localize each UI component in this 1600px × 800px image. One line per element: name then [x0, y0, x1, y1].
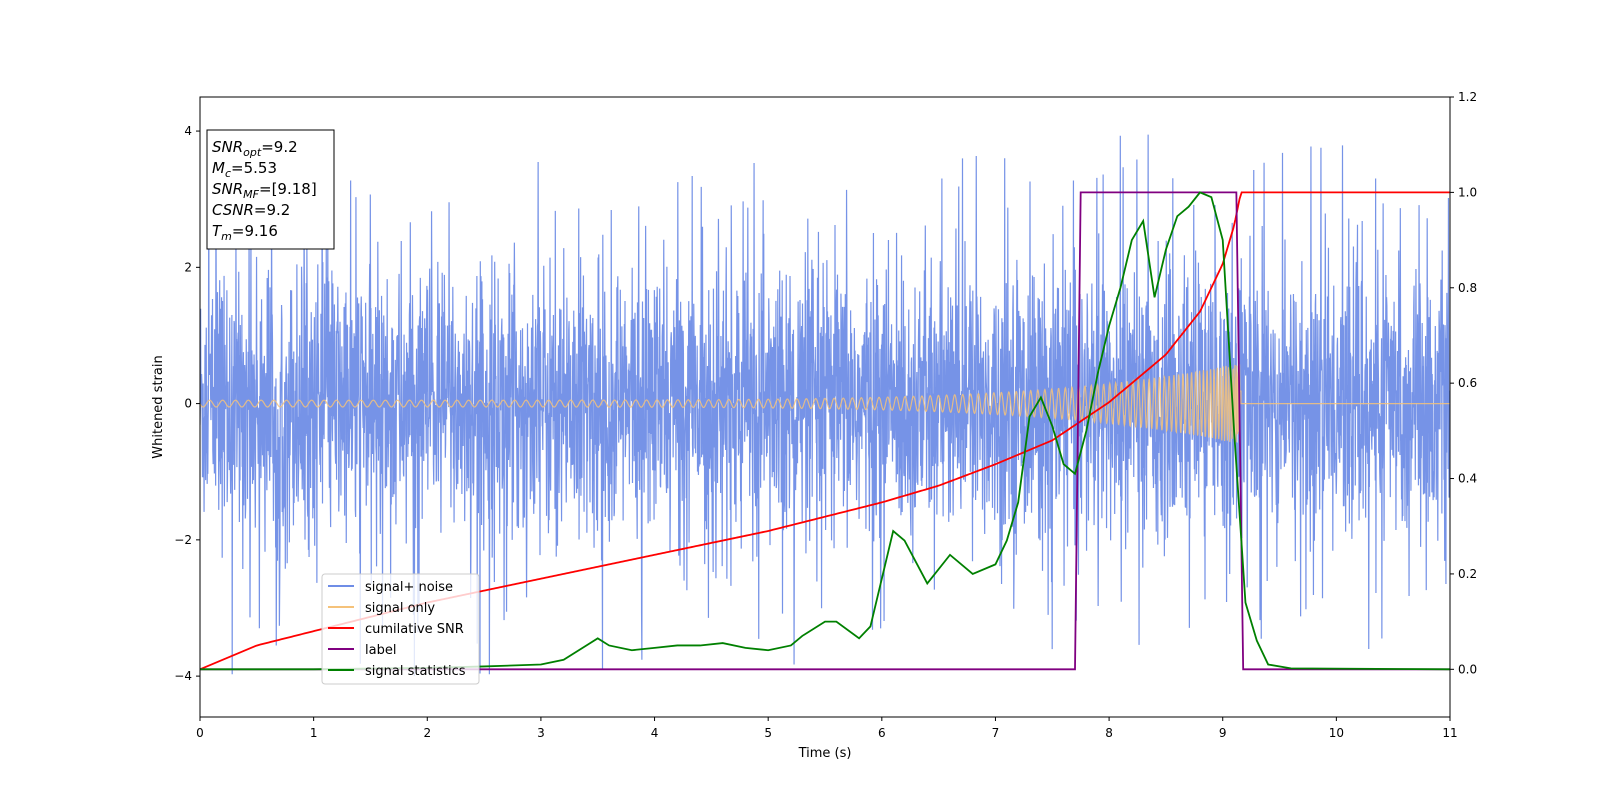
annotation-line: CSNR=9.2	[212, 201, 290, 219]
annotation-line: SNRMF=[9.18]	[212, 180, 317, 201]
y2-tick-label: 1.0	[1458, 185, 1477, 199]
annotation-subscript: opt	[243, 146, 262, 159]
plot-frame	[199, 96, 1451, 718]
x-axis-label: Time (s)	[798, 746, 852, 761]
x-tick-label: 1	[310, 726, 318, 740]
y-tick-label: 0	[184, 397, 192, 411]
x-tick-label: 3	[537, 726, 545, 740]
legend-label: label	[365, 643, 396, 658]
x-tick-label: 10	[1329, 726, 1344, 740]
annotation-value: =[9.18]	[259, 180, 317, 198]
y-axis-right: 0.0 0.2 0.4 0.6 0.8 1.0 1.2	[1450, 90, 1477, 676]
y-axis-left: −4 −2 0 2 4	[174, 124, 200, 683]
annotation-symbol: T	[212, 222, 223, 240]
x-tick-label: 4	[651, 726, 659, 740]
annotation-line: Tm=9.16	[212, 222, 278, 243]
annotation-symbol: SNR	[212, 138, 243, 156]
x-tick-label: 9	[1219, 726, 1227, 740]
y-tick-label: 4	[184, 124, 192, 138]
annotation-value: =9.2	[254, 201, 290, 219]
x-tick-label: 0	[196, 726, 204, 740]
legend-label: signal+ noise	[365, 580, 453, 595]
legend-label: cumilative SNR	[365, 622, 464, 637]
x-tick-label: 8	[1105, 726, 1113, 740]
y2-tick-label: 0.0	[1458, 662, 1477, 676]
x-tick-label: 7	[992, 726, 1000, 740]
x-tick-label: 6	[878, 726, 886, 740]
legend-label: signal only	[365, 601, 435, 616]
y2-tick-label: 1.2	[1458, 90, 1477, 104]
annotation-box: SNRopt=9.2Mc=5.53SNRMF=[9.18]CSNR=9.2Tm=…	[206, 129, 335, 250]
legend-frame	[321, 573, 480, 685]
series-signal-only-line	[200, 364, 1450, 443]
legend-label: signal statistics	[365, 664, 466, 679]
annotation-frame	[206, 129, 335, 250]
y-tick-label: −2	[174, 533, 192, 547]
x-tick-label: 5	[764, 726, 772, 740]
annotation-subscript: MF	[243, 188, 259, 201]
y2-tick-label: 0.2	[1458, 567, 1477, 581]
annotation-subscript: m	[221, 230, 232, 243]
y-tick-label: 2	[184, 260, 192, 274]
y2-tick-label: 0.4	[1458, 472, 1477, 486]
annotation-symbol: M	[212, 159, 225, 177]
annotation-line: Mc=5.53	[212, 159, 277, 180]
y2-tick-label: 0.6	[1458, 376, 1477, 390]
x-tick-label: 11	[1442, 726, 1457, 740]
annotation-subscript: c	[225, 167, 231, 180]
y-tick-label: −4	[174, 669, 192, 683]
annotation-value: =5.53	[231, 159, 277, 177]
annotation-value: =9.16	[232, 222, 278, 240]
series-signal-statistics-line	[200, 191, 1450, 671]
annotation-symbol: SNR	[212, 180, 243, 198]
legend: signal+ noise signal only cumilative SNR la…	[321, 573, 480, 685]
annotation-line: SNRopt=9.2	[212, 138, 298, 159]
y2-tick-label: 0.8	[1458, 281, 1477, 295]
annotation-value: =9.2	[261, 138, 297, 156]
y-axis-label: Whitened strain	[151, 355, 166, 458]
annotation-symbol: CSNR	[212, 201, 254, 219]
x-axis: 0 1 2 3 4 5 6 7 8 9 10 11	[196, 717, 1458, 740]
series-label-line	[200, 191, 1450, 671]
x-tick-label: 2	[423, 726, 431, 740]
